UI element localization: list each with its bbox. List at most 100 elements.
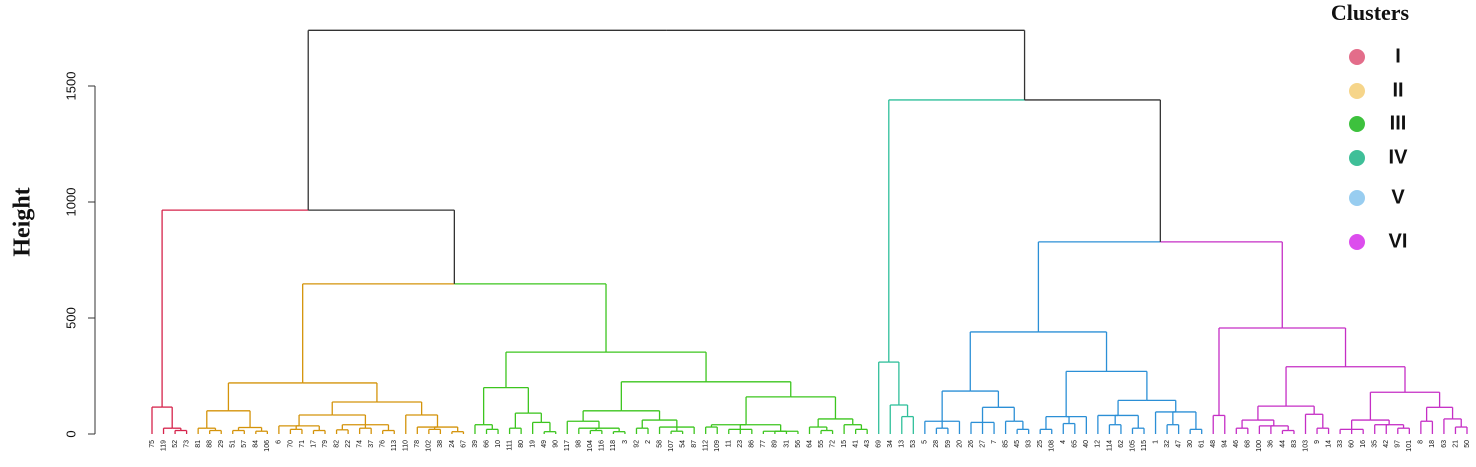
legend-label: I [1395,45,1401,67]
leaf-label: 75 [149,440,156,448]
leaf-label: 44 [1279,440,1286,448]
legend-marker [1349,116,1365,132]
leaf-label: 51 [230,440,237,448]
leaf-label: 10 [495,440,502,448]
leaf-label: 22 [345,440,352,448]
leaf-label: 9 [1314,440,1321,444]
leaf-label: 20 [956,440,963,448]
leaf-label: 41 [852,440,859,448]
leaf-label: 61 [1199,440,1206,448]
leaf-label: 38 [437,440,444,448]
y-tick-label: 500 [63,307,78,329]
leaf-label: 60 [1348,440,1355,448]
legend-label: IV [1389,146,1409,168]
leaf-label: 77 [760,440,767,448]
leaf-label: 83 [1291,440,1298,448]
y-tick-label: 1500 [63,72,78,101]
leaf-label: 1 [1152,440,1159,444]
leaf-label: 39 [472,440,479,448]
leaf-label: 12 [1095,440,1102,448]
legend-label: III [1390,112,1407,134]
leaf-label: 63 [1441,440,1448,448]
leaf-label: 100 [1256,440,1263,452]
leaf-label: 107 [668,440,675,452]
leaf-label: 68 [1245,440,1252,448]
leaf-label: 119 [160,440,167,451]
leaf-label: 33 [1337,440,1344,448]
leaf-label: 47 [1175,440,1182,448]
leaf-label: 43 [864,440,871,448]
legend-marker [1349,83,1365,99]
leaf-label: 48 [1210,440,1217,448]
leaf-label: 108 [1049,440,1056,452]
leaf-label: 85 [1002,440,1009,448]
leaf-label: 105 [1129,440,1136,452]
leaf-label: 81 [195,440,202,448]
leaf-label: 27 [979,440,986,448]
leaf-label: 53 [910,440,917,448]
leaf-label: 5 [922,440,929,444]
leaf-label: 3 [622,440,629,444]
leaf-label: 2 [645,440,652,444]
leaf-label: 109 [714,440,721,452]
leaf-label: 78 [414,440,421,448]
leaf-label: 46 [1233,440,1240,448]
legend-marker [1349,150,1365,166]
leaf-label: 15 [841,440,848,448]
leaf-label: 57 [241,440,248,448]
legend-marker [1349,190,1365,206]
leaf-label: 94 [1222,440,1229,448]
leaf-label: 106 [264,440,271,452]
leaf-label: 112 [703,440,710,451]
leaf-label: 6 [276,440,283,444]
leaf-label: 28 [933,440,940,448]
leaf-label: 110 [403,440,410,451]
leaf-label: 98 [576,440,583,448]
leaf-label: 72 [829,440,836,448]
y-tick-label: 0 [63,430,78,437]
leaf-label: 104 [587,440,594,452]
leaf-label: 103 [1302,440,1309,452]
leaf-label: 25 [1037,440,1044,448]
leaf-label: 114 [1106,440,1113,451]
leaf-label: 111 [506,440,513,451]
leaf-label: 90 [553,440,560,448]
leaf-label: 26 [968,440,975,448]
leaf-label: 88 [207,440,214,448]
leaf-label: 30 [1187,440,1194,448]
leaf-label: 35 [1372,440,1379,448]
leaf-label: 11 [726,440,733,447]
leaf-label: 45 [1014,440,1021,448]
leaf-label: 34 [887,440,894,448]
leaf-label: 24 [449,440,456,448]
leaf-label: 8 [1418,440,1425,444]
leaf-label: 23 [737,440,744,448]
leaf-label: 70 [287,440,294,448]
leaf-label: 84 [253,440,260,448]
legend-marker [1349,234,1365,250]
legend-label: VI [1389,230,1408,252]
leaf-label: 97 [1395,440,1402,448]
leaf-label: 79 [322,440,329,448]
leaf-label: 82 [333,440,340,448]
legend-marker [1349,49,1365,65]
leaf-label: 93 [1026,440,1033,448]
leaf-label: 58 [656,440,663,448]
leaf-label: 37 [368,440,375,448]
leaf-label: 52 [172,440,179,448]
leaf-label: 21 [1452,440,1459,448]
leaf-label: 31 [783,440,790,448]
leaf-label: 76 [380,440,387,448]
leaf-label: 42 [1383,440,1390,448]
leaf-label: 50 [1464,440,1471,448]
leaf-label: 115 [1141,440,1148,451]
leaf-label: 71 [299,440,306,448]
leaf-label: 54 [679,440,686,448]
leaf-label: 29 [218,440,225,448]
leaf-label: 32 [1164,440,1171,448]
leaf-label: 80 [518,440,525,448]
leaf-label: 86 [749,440,756,448]
legend-label: V [1391,186,1405,208]
y-axis-title: Height [10,187,36,256]
leaf-label: 40 [1083,440,1090,448]
